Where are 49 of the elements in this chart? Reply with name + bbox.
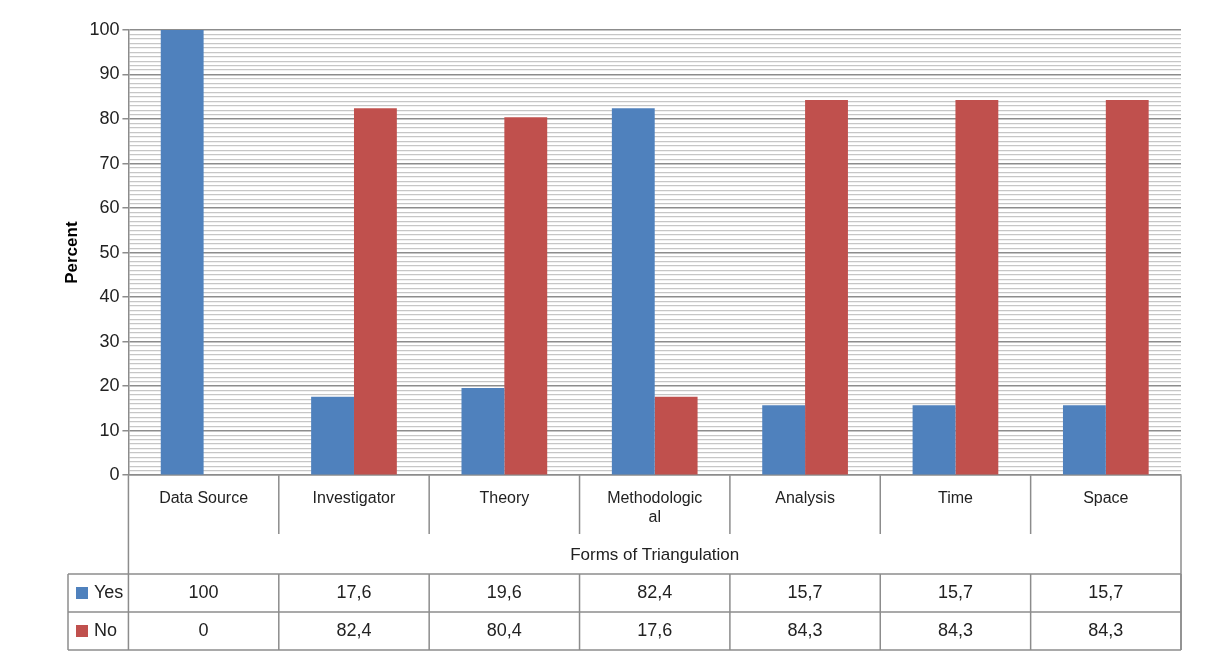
data-label: 17,6 xyxy=(637,619,673,640)
bar xyxy=(654,396,698,475)
data-label: 84,3 xyxy=(1088,619,1124,640)
bar xyxy=(912,405,956,475)
bar xyxy=(1062,405,1106,475)
bar xyxy=(311,396,354,475)
bar xyxy=(762,405,806,475)
y-tick-label: 80 xyxy=(99,108,120,129)
bar xyxy=(504,117,548,475)
data-label: 82,4 xyxy=(637,581,673,602)
y-tick-label: 0 xyxy=(109,464,120,485)
data-label: 0 xyxy=(198,619,209,640)
y-tick-label: 100 xyxy=(89,18,120,39)
data-label: 80,4 xyxy=(486,619,522,640)
y-axis-title: Percent xyxy=(61,221,81,284)
bar xyxy=(1105,99,1149,475)
bar xyxy=(611,108,655,475)
x-tick-label: Investigator xyxy=(312,489,397,507)
data-label: 17,6 xyxy=(336,581,372,602)
y-tick-label: 30 xyxy=(99,330,120,351)
x-tick-label: Space xyxy=(1083,489,1129,507)
bar xyxy=(160,30,204,475)
x-tick-label: Time xyxy=(937,489,974,507)
y-tick-label: 10 xyxy=(99,419,120,440)
y-tick-label: 20 xyxy=(99,375,120,396)
legend-label: No xyxy=(94,619,118,640)
x-tick-label: Analysis xyxy=(775,489,835,507)
y-tick-label: 60 xyxy=(99,197,120,218)
data-label: 84,3 xyxy=(787,619,823,640)
bar xyxy=(461,387,505,475)
bar xyxy=(955,99,999,475)
y-tick-label: 90 xyxy=(99,63,120,84)
legend-label: Yes xyxy=(94,581,124,602)
x-tick-label: Methodological xyxy=(607,489,703,526)
data-label: 100 xyxy=(188,581,219,602)
data-label: 15,7 xyxy=(787,581,823,602)
data-label: 15,7 xyxy=(937,581,973,602)
y-tick-label: 70 xyxy=(99,152,120,173)
data-label: 15,7 xyxy=(1088,581,1124,602)
bar xyxy=(353,108,397,475)
y-tick-label: 50 xyxy=(99,241,120,262)
x-tick-label: Data Source xyxy=(159,489,249,507)
x-tick-label: Theory xyxy=(479,489,530,507)
y-tick-label: 40 xyxy=(99,286,120,307)
data-label: 84,3 xyxy=(937,619,973,640)
data-label: 19,6 xyxy=(486,581,522,602)
data-label: 82,4 xyxy=(336,619,372,640)
x-axis-title: Forms of Triangulation xyxy=(570,545,740,565)
bar xyxy=(805,99,848,475)
